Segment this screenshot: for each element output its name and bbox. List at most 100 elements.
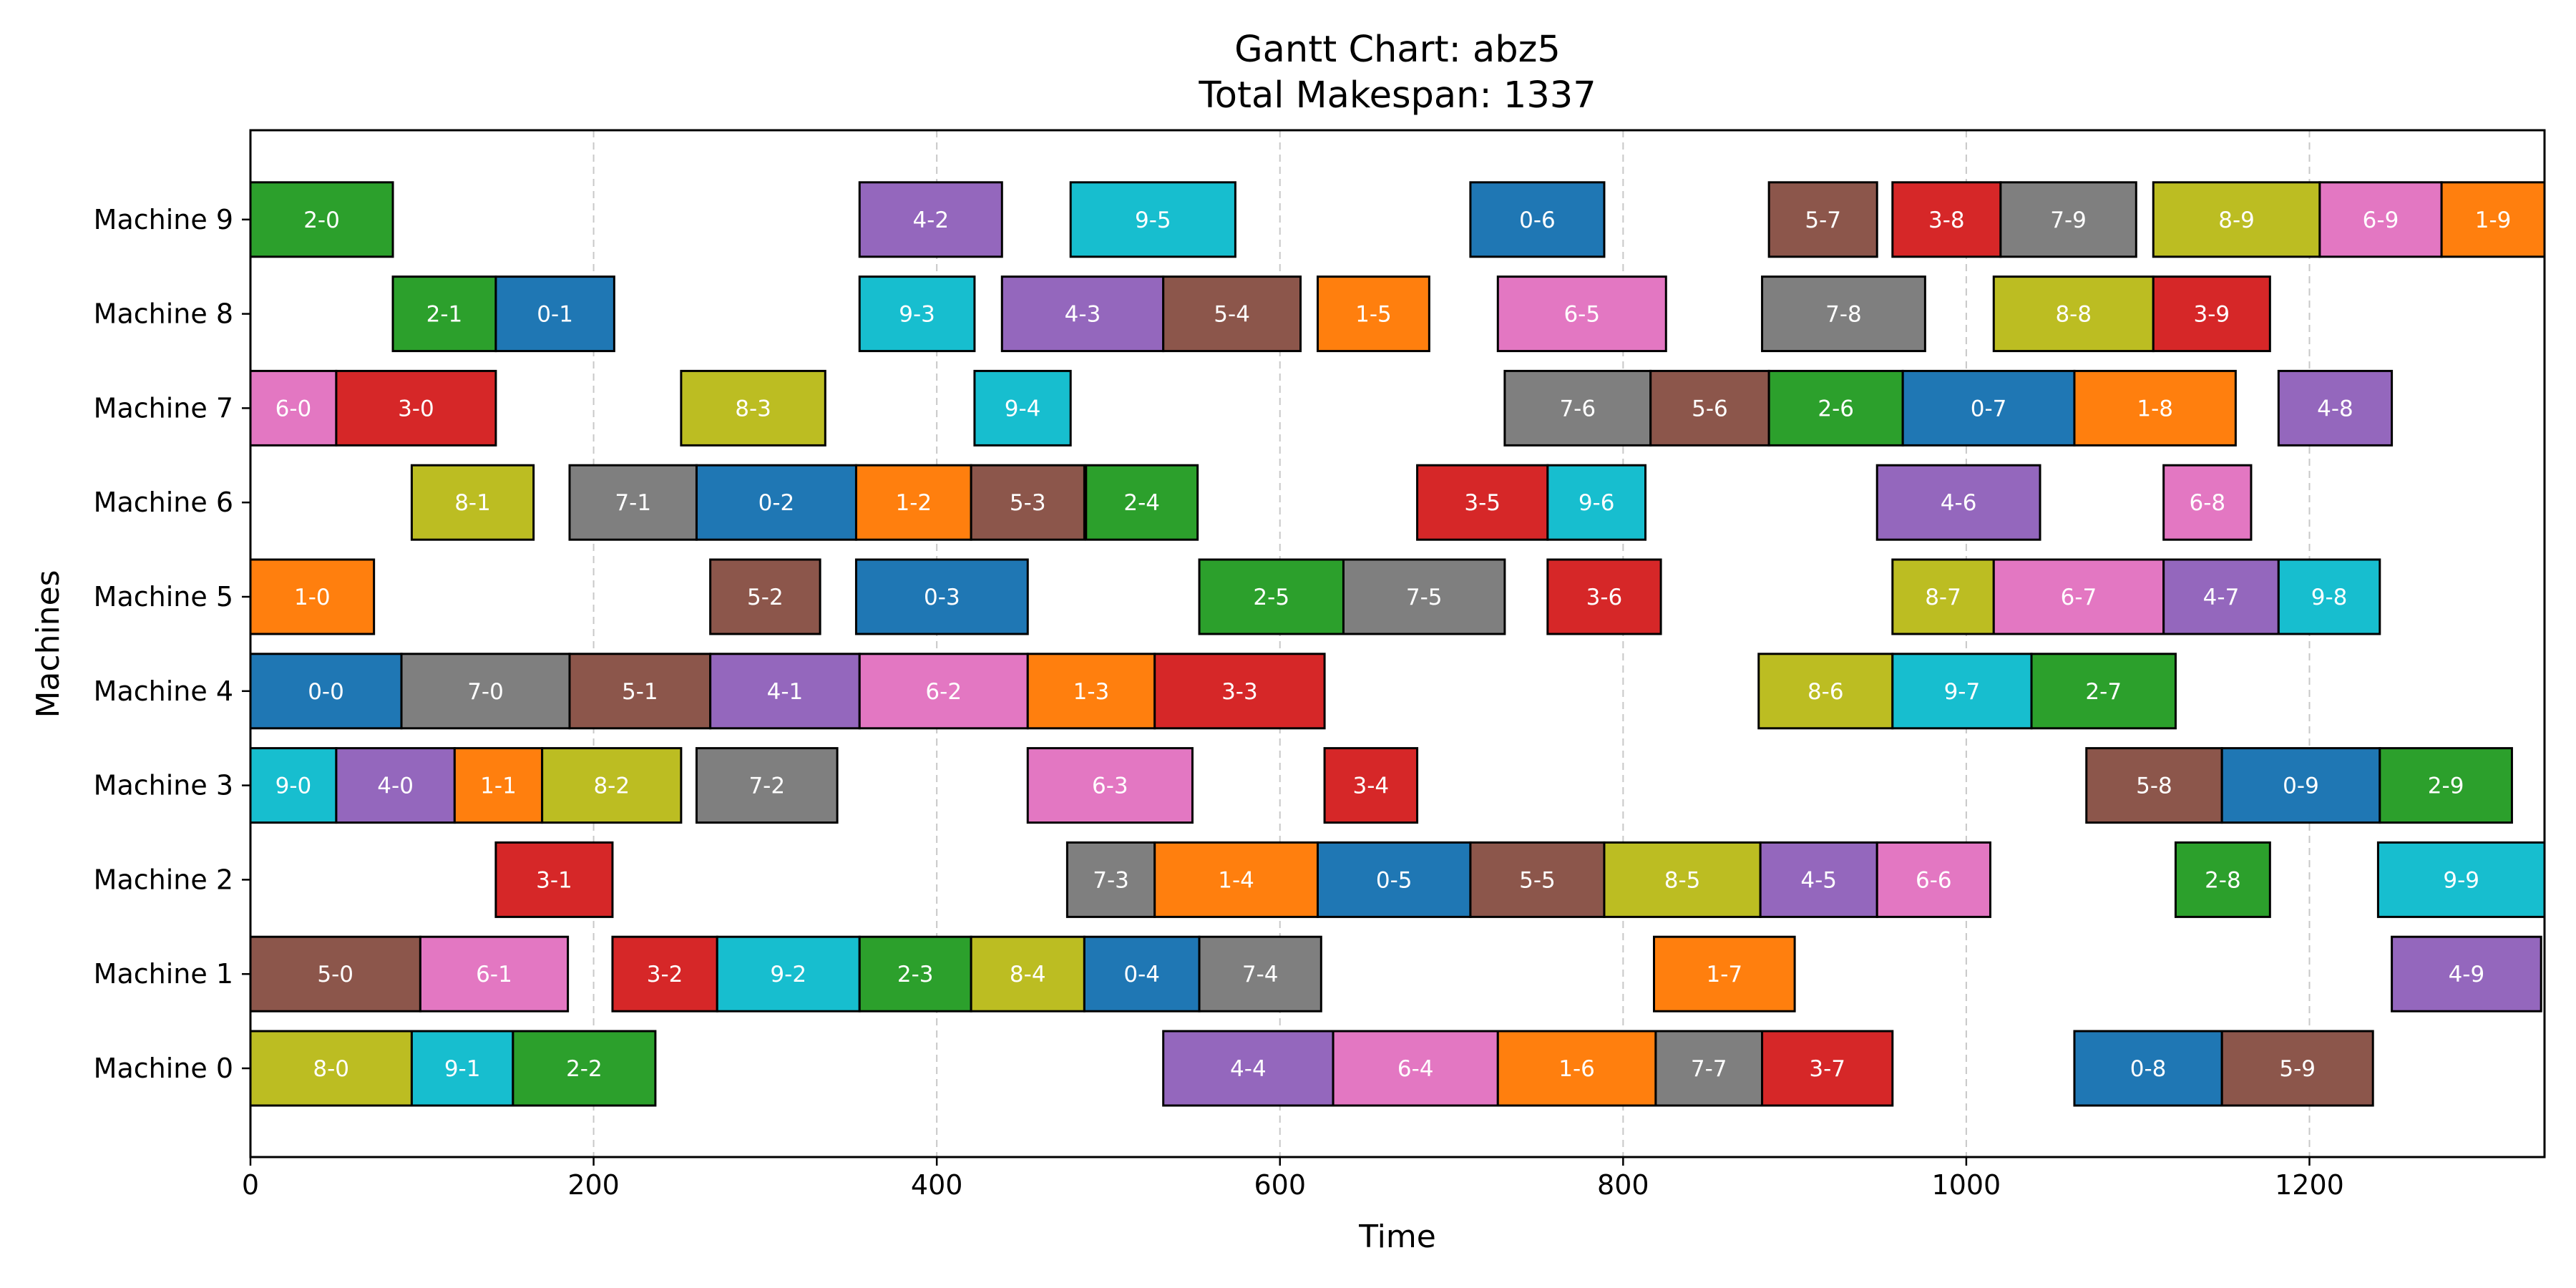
task-bar [541, 747, 683, 824]
task-bar [970, 464, 1085, 541]
task-label: 8-0 [313, 1056, 349, 1082]
task-label: 0-0 [308, 679, 344, 705]
task-label: 8-7 [1925, 585, 1961, 610]
task-label: 9-7 [1944, 679, 1981, 705]
task-bar [1162, 1030, 1335, 1107]
task-label: 4-8 [2317, 396, 2353, 421]
task-bar [2152, 181, 2321, 258]
task-label: 1-4 [1218, 867, 1254, 893]
task-label: 3-1 [536, 867, 572, 893]
task-bar [1875, 841, 1991, 918]
machine-label: Machine 6 [94, 487, 233, 518]
task-bar [2220, 1030, 2374, 1107]
task-label: 2-7 [2085, 679, 2122, 705]
task-label: 9-6 [1579, 490, 1615, 516]
task-bar [1496, 1030, 1657, 1107]
task-label: 8-8 [2055, 302, 2092, 328]
task-label: 8-5 [1664, 867, 1701, 893]
task-bar [2174, 841, 2271, 918]
task-label: 3-6 [1586, 585, 1623, 610]
task-label: 4-4 [1230, 1056, 1267, 1082]
task-label: 9-5 [1135, 208, 1171, 233]
task-label: 3-2 [647, 962, 683, 987]
task-label: 1-9 [2475, 208, 2512, 233]
task-label: 3-7 [1809, 1056, 1845, 1082]
chart-title: Gantt Chart: abz5 [1234, 29, 1561, 71]
task-bar [249, 558, 376, 635]
task-bar [858, 181, 1003, 258]
machine-label: Machine 9 [94, 204, 233, 235]
task-bar [1875, 464, 2041, 541]
task-label: 3-9 [2193, 302, 2230, 328]
task-label: 5-4 [1214, 302, 1250, 328]
task-bar [1065, 841, 1156, 918]
task-label: 8-4 [1010, 962, 1046, 987]
task-bar [854, 464, 972, 541]
task-bar [1085, 464, 1199, 541]
task-bar [1083, 935, 1201, 1013]
task-label: 6-1 [476, 962, 512, 987]
task-bar [1901, 369, 2076, 447]
task-bar [695, 747, 839, 824]
task-label: 3-3 [1221, 679, 1258, 705]
task-bar [1652, 935, 1796, 1013]
task-bar [1316, 841, 1472, 918]
machine-label: Machine 8 [94, 298, 233, 330]
task-label: 5-5 [1519, 867, 1556, 893]
task-label: 7-1 [615, 490, 651, 516]
task-label: 9-8 [2311, 585, 2348, 610]
task-bar [1316, 275, 1430, 353]
task-label: 1-3 [1073, 679, 1110, 705]
task-label: 7-7 [1691, 1056, 1727, 1082]
task-bar [2162, 464, 2253, 541]
task-label: 4-2 [912, 208, 949, 233]
x-tick-label: 1000 [1932, 1169, 2001, 1201]
task-bar [2376, 841, 2546, 918]
task-bar [494, 275, 615, 353]
task-label: 0-7 [1971, 396, 2007, 421]
machine-label: Machine 1 [94, 958, 233, 990]
task-label: 8-3 [735, 396, 771, 421]
machine-label: Machine 5 [94, 581, 233, 613]
task-label: 0-8 [2130, 1056, 2167, 1082]
task-bar [1992, 275, 2155, 353]
task-label: 4-3 [1065, 302, 1101, 328]
task-bar [854, 558, 1029, 635]
task-label: 2-8 [2205, 867, 2241, 893]
task-label: 2-0 [303, 208, 340, 233]
task-label: 7-2 [748, 774, 785, 799]
task-label: 0-3 [924, 585, 960, 610]
task-label: 7-8 [1825, 302, 1862, 328]
task-bar [1503, 369, 1652, 447]
task-bar [335, 369, 497, 447]
task-label: 6-6 [1916, 867, 1952, 893]
task-bar [2085, 747, 2223, 824]
task-bar [2391, 935, 2542, 1013]
task-label: 4-9 [2449, 962, 2485, 987]
task-label: 6-2 [925, 679, 962, 705]
task-label: 5-2 [747, 585, 784, 610]
task-label: 1-7 [1706, 962, 1742, 987]
task-bar [249, 181, 394, 258]
task-label: 7-0 [467, 679, 504, 705]
task-label: 5-3 [1010, 490, 1046, 516]
task-label: 1-2 [895, 490, 932, 516]
task-bar [1496, 275, 1667, 353]
task-bar [858, 275, 976, 353]
task-label: 0-2 [758, 490, 795, 516]
task-bar [1891, 558, 1995, 635]
x-tick-label: 600 [1254, 1169, 1306, 1201]
task-bar [2277, 558, 2381, 635]
task-label: 9-3 [899, 302, 935, 328]
task-bar [1469, 841, 1606, 918]
task-label: 1-0 [294, 585, 331, 610]
x-tick-label: 800 [1597, 1169, 1649, 1201]
task-bar [1759, 841, 1878, 918]
task-bar [1162, 275, 1302, 353]
task-bar [680, 369, 826, 447]
task-label: 9-2 [770, 962, 806, 987]
task-label: 9-0 [275, 774, 312, 799]
task-bar [1891, 653, 2033, 730]
task-bar [2220, 747, 2381, 824]
